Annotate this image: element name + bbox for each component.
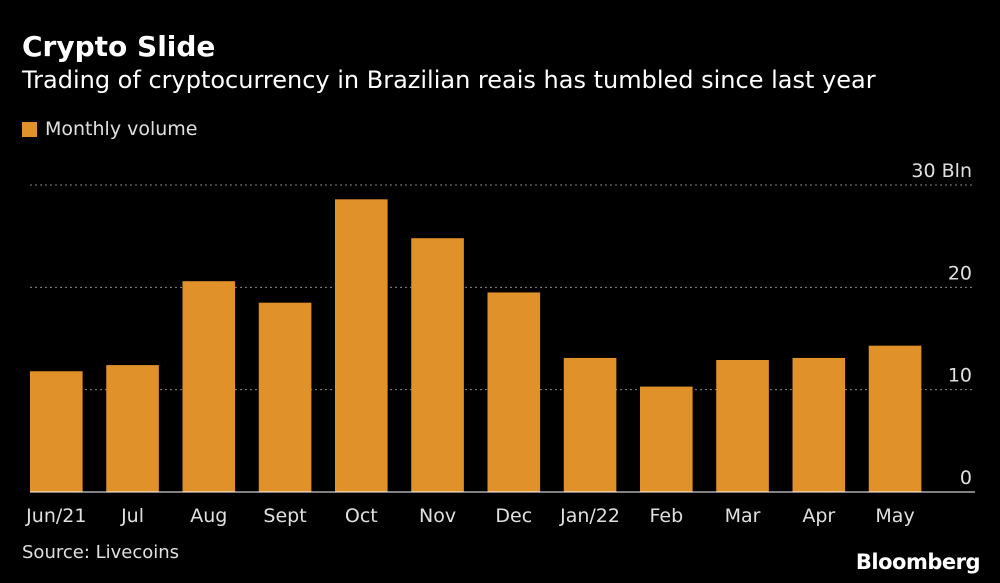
y-tick-label: 0 <box>960 467 972 489</box>
bar <box>411 238 464 492</box>
x-tick-label: Sept <box>263 505 306 527</box>
bar <box>182 281 236 492</box>
x-tick-label: Jul <box>120 505 144 527</box>
bar <box>792 357 846 492</box>
bar <box>30 371 83 492</box>
bar <box>487 292 541 492</box>
x-tick-label: May <box>875 505 914 527</box>
legend: Monthly volume <box>22 118 198 140</box>
y-tick-label: 20 <box>948 262 972 284</box>
bar <box>106 365 159 492</box>
bar <box>716 359 769 492</box>
y-tick-label: 30 Bln <box>911 160 972 182</box>
x-tick-label: Mar <box>725 505 761 527</box>
bloomberg-logo: Bloomberg <box>855 550 981 574</box>
chart-subtitle: Trading of cryptocurrency in Brazilian r… <box>22 66 876 94</box>
chart-title: Crypto Slide <box>22 30 216 63</box>
x-tick-label: Feb <box>649 505 683 527</box>
bar <box>258 302 312 492</box>
bar <box>868 345 922 492</box>
x-tick-label: Jan/22 <box>559 505 620 527</box>
x-axis-labels: Jun/21 Jul Aug Sept Oct Nov Dec Jan/22 Feb Mar Apr… <box>25 505 915 527</box>
bar <box>335 199 388 492</box>
bar <box>640 386 693 492</box>
y-tick-label: 10 <box>948 365 972 387</box>
x-tick-label: Jun/21 <box>25 505 86 527</box>
source-note: Source: Livecoins <box>22 542 180 563</box>
bar <box>563 357 617 492</box>
x-tick-label: Aug <box>190 505 227 527</box>
bars <box>30 199 922 492</box>
legend-swatch <box>22 121 37 137</box>
x-tick-label: Dec <box>495 505 532 527</box>
y-axis-ticks: 0 10 20 30 Bln <box>911 160 972 489</box>
legend-label: Monthly volume <box>45 118 198 140</box>
x-tick-label: Oct <box>345 505 378 527</box>
x-tick-label: Nov <box>419 505 456 527</box>
x-tick-label: Apr <box>802 505 835 527</box>
